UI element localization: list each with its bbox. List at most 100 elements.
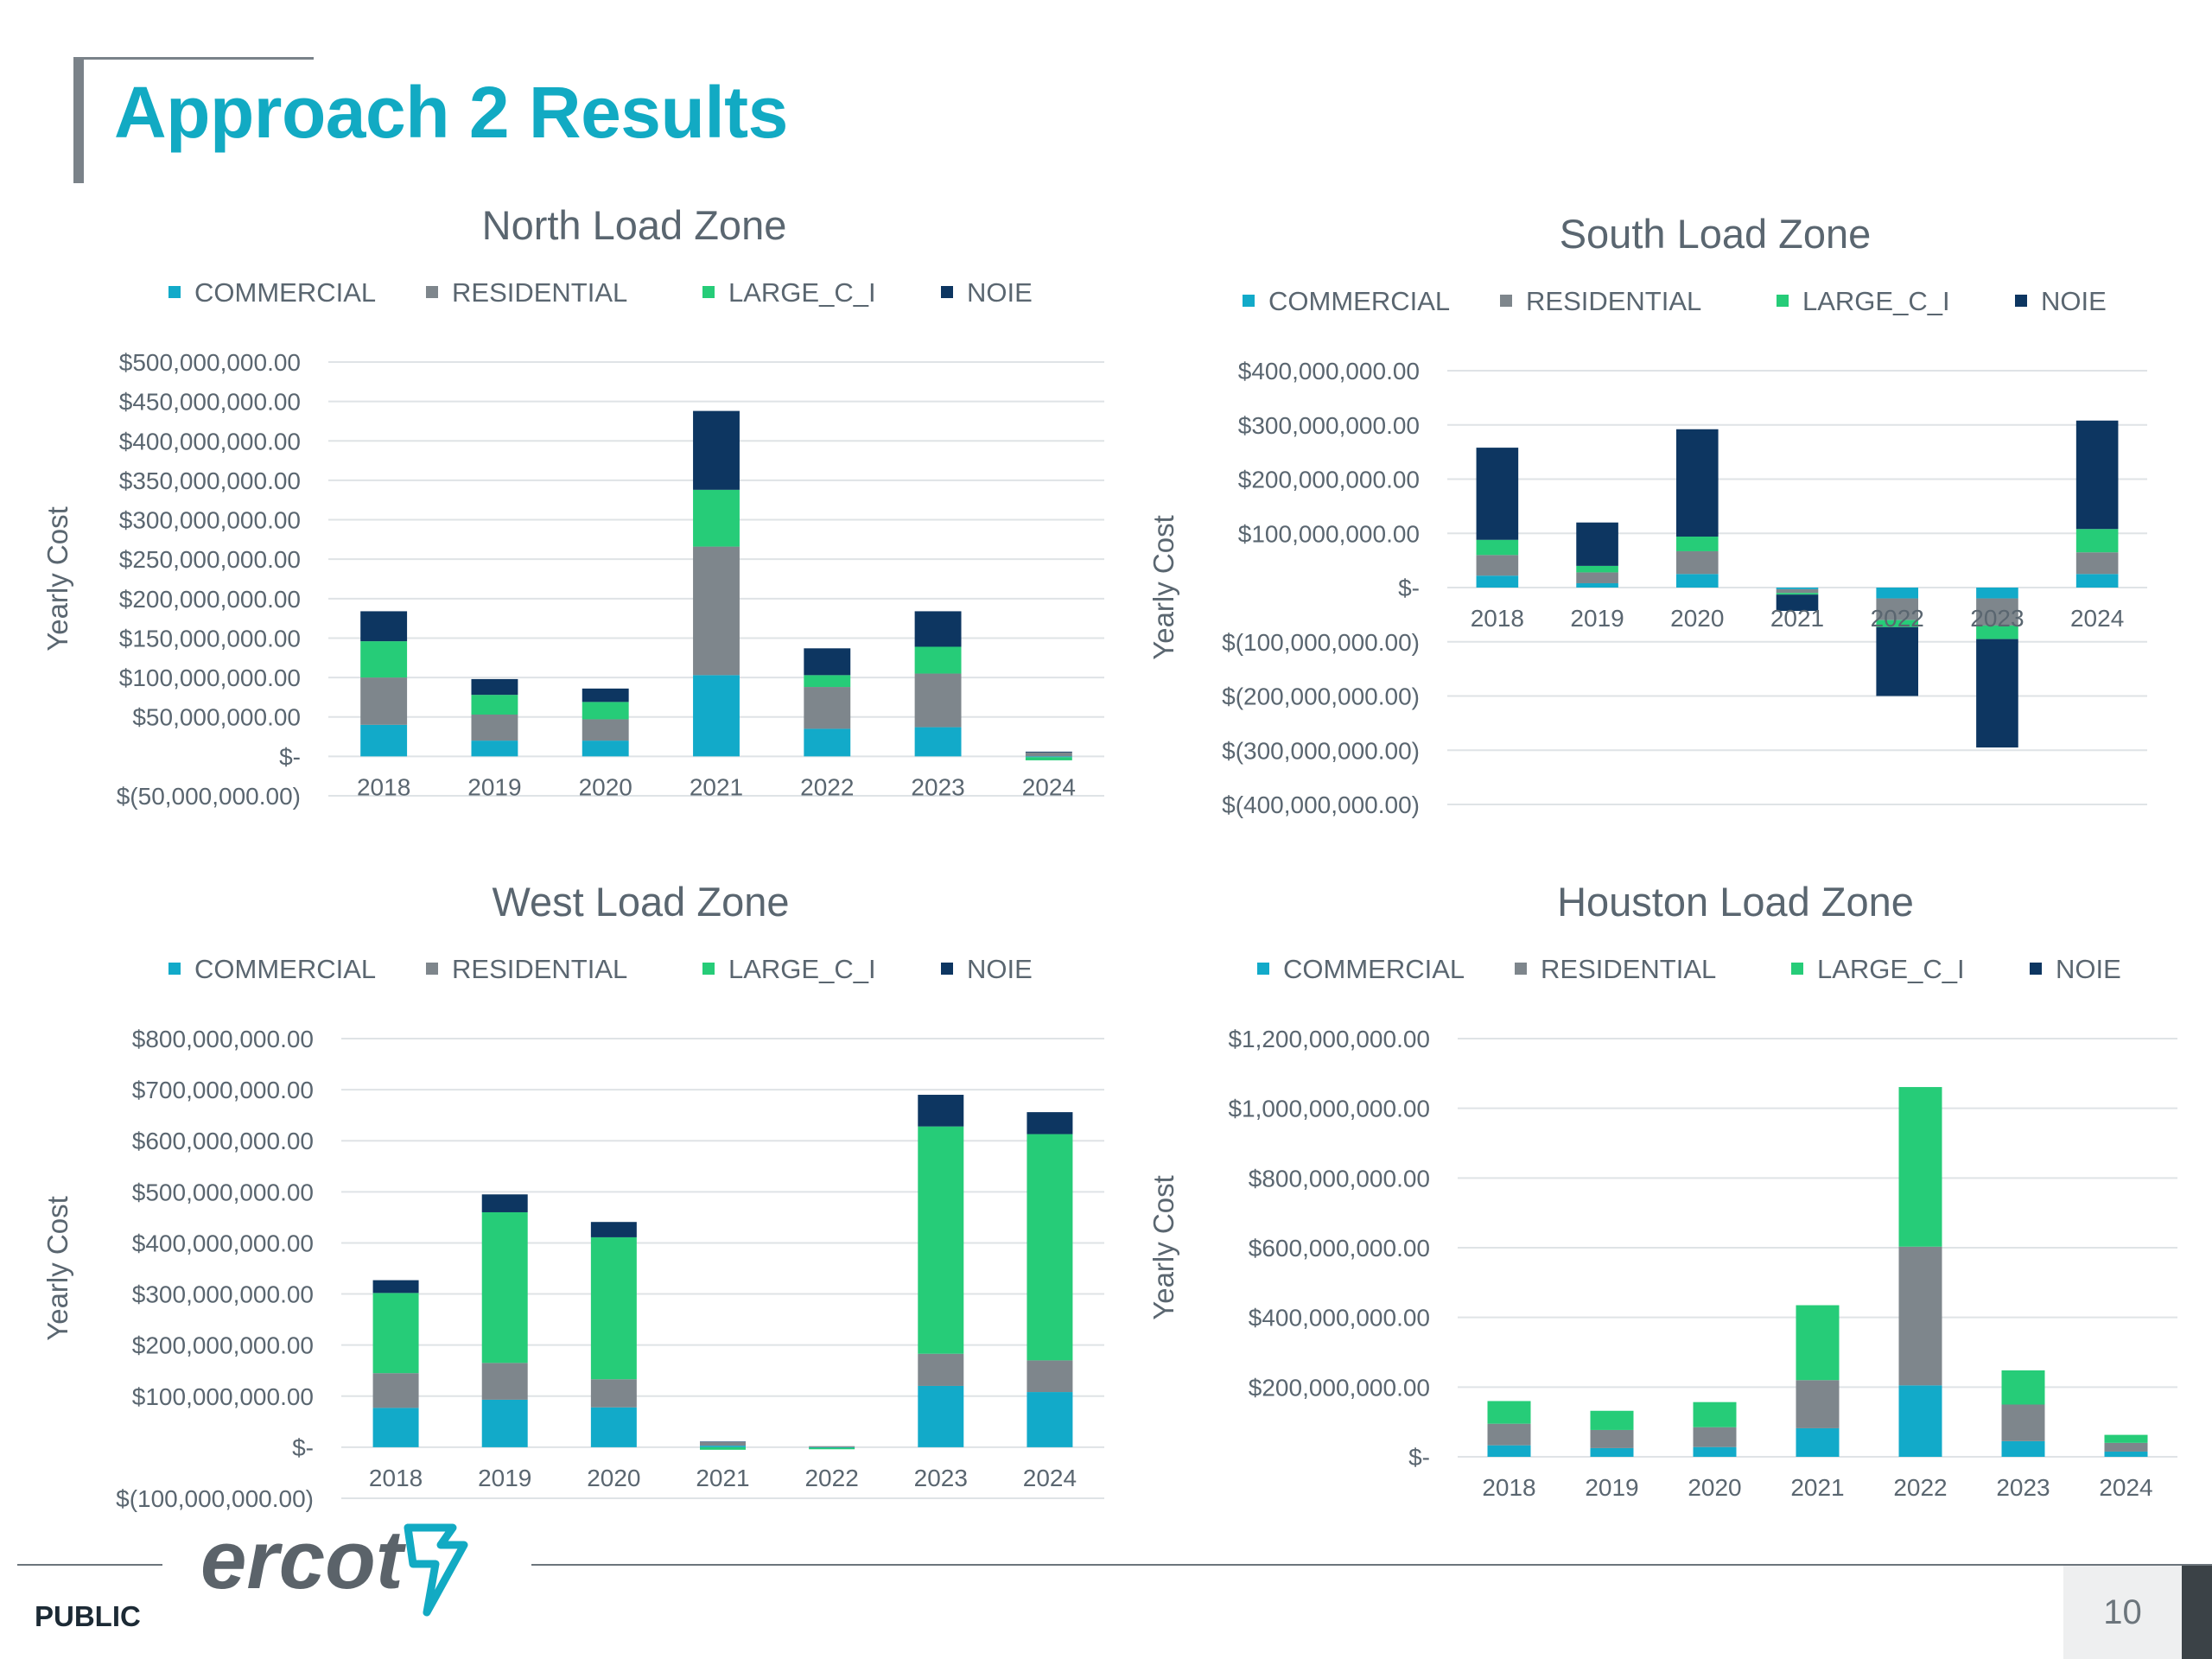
title-accent-bar: [73, 57, 84, 183]
bar-segment: [804, 648, 851, 676]
y-tick-label: $350,000,000.00: [119, 467, 301, 494]
chart-svg: South Load Zone COMMERCIAL RESIDENTIAL LARG…: [1147, 211, 2147, 818]
legend-entry: LARGE_C_I: [1802, 286, 1950, 316]
y-tick-label: $(100,000,000.00): [1222, 629, 1420, 656]
x-tick-label: 2022: [1871, 605, 1924, 632]
bar-segment: [1796, 1305, 1840, 1381]
bar-segment: [1590, 1410, 1634, 1430]
x-tick-label: 2024: [2099, 1474, 2152, 1501]
legend-swatch: [1243, 295, 1255, 307]
legend-entry: RESIDENTIAL: [452, 954, 627, 984]
bar-segment: [1776, 588, 1819, 594]
bar-segment: [1693, 1402, 1737, 1427]
y-tick-label: $800,000,000.00: [132, 1026, 314, 1052]
bar-segment: [481, 1399, 528, 1447]
chart-title: South Load Zone: [1560, 211, 1872, 257]
y-tick-label: $-: [1398, 575, 1420, 601]
bar-segment: [1675, 429, 1719, 537]
bar-segment: [590, 1379, 637, 1408]
footer-line-right: [531, 1564, 2212, 1566]
bar-segment: [2001, 1440, 2045, 1457]
y-tick-label: $200,000,000.00: [132, 1332, 314, 1359]
bar-segment: [1898, 1087, 1942, 1247]
bar-segment: [700, 1441, 746, 1446]
bar-segment: [1025, 757, 1072, 760]
bar-segment: [481, 1211, 528, 1363]
x-tick-label: 2024: [2070, 605, 2124, 632]
logo-text: ercot: [200, 1514, 407, 1606]
bar-segment: [1590, 1429, 1634, 1448]
bar-segment: [360, 611, 408, 642]
bar-segment: [1976, 588, 2018, 599]
y-tick-label: $400,000,000.00: [1249, 1305, 1430, 1332]
bar-segment: [1693, 1427, 1737, 1447]
bar-segment: [1876, 620, 1919, 627]
bar-segment: [2075, 420, 2119, 530]
y-tick-label: $(100,000,000.00): [116, 1485, 314, 1512]
chart-svg: West Load Zone COMMERCIAL RESIDENTIAL LARGE…: [41, 879, 1104, 1512]
y-tick-label: $400,000,000.00: [119, 428, 301, 454]
north-load-zone-chart: North Load Zone COMMERCIAL RESIDENTIAL LARG…: [35, 194, 1123, 834]
bar-segment: [471, 714, 518, 741]
bar-segment: [693, 489, 740, 547]
x-tick-label: 2020: [587, 1465, 640, 1491]
bar-segment: [914, 727, 962, 757]
legend-swatch: [702, 963, 715, 975]
bar-segment: [582, 719, 629, 741]
bar-segment: [1898, 1385, 1942, 1457]
y-tick-label: $700,000,000.00: [132, 1077, 314, 1103]
bar-segment: [360, 677, 408, 725]
y-tick-label: $1,200,000,000.00: [1228, 1026, 1430, 1052]
y-tick-label: $-: [1408, 1444, 1430, 1471]
bar-segment: [590, 1407, 637, 1447]
y-tick-label: $800,000,000.00: [1249, 1165, 1430, 1192]
bar-segment: [1487, 1423, 1531, 1446]
y-tick-label: $200,000,000.00: [119, 586, 301, 613]
bar-segment: [914, 611, 962, 647]
legend-entry: COMMERCIAL: [194, 277, 376, 308]
y-tick-label: $(50,000,000.00): [117, 783, 301, 810]
legend-swatch: [426, 286, 438, 298]
legend-entry: COMMERCIAL: [1268, 286, 1450, 316]
y-axis-label: Yearly Cost: [1147, 515, 1179, 660]
x-tick-label: 2023: [1970, 605, 2024, 632]
y-tick-label: $(300,000,000.00): [1222, 737, 1420, 764]
bar-segment: [1476, 539, 1519, 556]
y-tick-label: $1,000,000,000.00: [1228, 1096, 1430, 1122]
bar-segment: [693, 675, 740, 757]
x-tick-label: 2024: [1023, 1465, 1077, 1491]
x-tick-label: 2019: [1585, 1474, 1638, 1501]
houston-load-zone-chart: Houston Load Zone COMMERCIAL RESIDENTIAL LA…: [1141, 871, 2212, 1510]
bar-segment: [918, 1353, 964, 1386]
ercot-logo: ercot: [200, 1510, 494, 1627]
bar-segment: [582, 688, 629, 702]
west-load-zone-chart: West Load Zone COMMERCIAL RESIDENTIAL LARGE…: [35, 871, 1123, 1512]
bar-segment: [918, 1385, 964, 1447]
logo-bolt-icon: [404, 1523, 468, 1617]
legend-swatch: [168, 963, 181, 975]
bar-segment: [1976, 639, 2018, 748]
y-tick-label: $(200,000,000.00): [1222, 683, 1420, 710]
bar-segment: [1576, 522, 1618, 566]
page-number-accent: [2182, 1566, 2212, 1659]
bar-segment: [693, 546, 740, 676]
bar-segment: [2075, 552, 2119, 575]
bar-segment: [1487, 1401, 1531, 1424]
bar-segment: [2001, 1404, 2045, 1441]
bar-segment: [918, 1095, 964, 1127]
y-tick-label: $450,000,000.00: [119, 389, 301, 416]
bar-segment: [471, 678, 518, 696]
x-tick-label: 2018: [1482, 1474, 1535, 1501]
bar-segment: [1476, 555, 1519, 576]
x-tick-label: 2019: [478, 1465, 531, 1491]
y-tick-label: $200,000,000.00: [1238, 467, 1420, 493]
bar-segment: [914, 646, 962, 674]
legend-swatch: [941, 286, 953, 298]
x-tick-label: 2020: [1688, 1474, 1741, 1501]
bar-segment: [590, 1222, 637, 1237]
y-tick-label: $-: [279, 743, 301, 770]
legend-entry: COMMERCIAL: [1283, 954, 1465, 984]
y-tick-label: $150,000,000.00: [119, 625, 301, 652]
bar-segment: [1796, 1427, 1840, 1457]
legend-entry: LARGE_C_I: [1817, 954, 1965, 984]
